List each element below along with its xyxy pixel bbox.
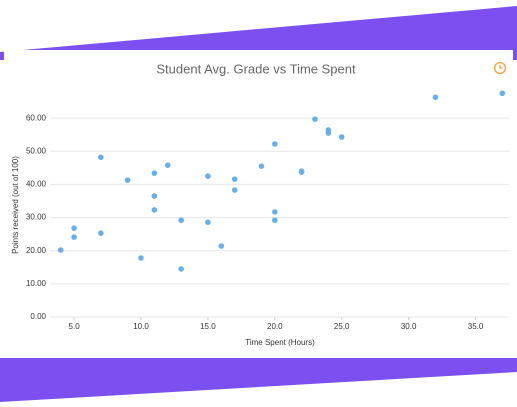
point xyxy=(325,130,332,136)
x-tick-label: 15.0 xyxy=(200,322,216,331)
y-tick-label: 0.00 xyxy=(30,312,46,321)
x-tick-label: 35.0 xyxy=(468,322,484,331)
point xyxy=(164,162,171,169)
point xyxy=(151,193,158,199)
chart-title: Student Avg. Grade vs Time Spent xyxy=(156,61,356,76)
bottom-banner xyxy=(0,358,517,402)
y-tick-label: 10.00 xyxy=(26,279,47,288)
point xyxy=(151,207,158,213)
x-tick-label: 5.0 xyxy=(69,322,81,331)
point xyxy=(138,255,144,261)
y-tick-label: 50.00 xyxy=(26,146,47,155)
y-tick-label: 60.00 xyxy=(26,113,47,122)
point xyxy=(71,234,77,240)
point xyxy=(57,247,64,253)
x-tick-label: 25.0 xyxy=(334,322,350,331)
clock-icon xyxy=(493,61,507,75)
y-axis-label: Points received (out of 100) xyxy=(11,156,20,254)
x-tick-label: 30.0 xyxy=(401,322,417,331)
point xyxy=(499,90,506,97)
x-tick-label: 10.0 xyxy=(133,322,149,331)
point xyxy=(71,225,77,231)
chart-card xyxy=(4,50,513,358)
point xyxy=(272,141,278,147)
point xyxy=(338,134,345,140)
top-banner xyxy=(0,6,517,60)
point xyxy=(231,187,238,193)
point xyxy=(312,116,318,122)
y-tick-label: 20.00 xyxy=(26,246,47,255)
point xyxy=(272,217,278,224)
point xyxy=(178,217,184,224)
point xyxy=(432,94,439,101)
y-tick-label: 30.00 xyxy=(26,213,47,222)
point xyxy=(205,219,211,226)
point xyxy=(298,169,305,175)
point xyxy=(124,177,131,183)
x-axis-label: Time Spent (Hours) xyxy=(245,338,315,347)
point xyxy=(218,243,225,249)
point xyxy=(258,163,265,169)
y-tick-label: 40.00 xyxy=(26,180,47,189)
point xyxy=(178,266,184,272)
point xyxy=(272,209,278,215)
plot: 0.00 10.00 20.00 30.00 40.00 50.00 60.00 5.0 10.… xyxy=(26,90,509,331)
x-tick-label: 20.0 xyxy=(267,322,283,331)
point xyxy=(231,176,238,182)
point xyxy=(205,173,211,179)
point xyxy=(98,154,104,161)
point xyxy=(151,170,158,176)
point xyxy=(98,230,104,236)
